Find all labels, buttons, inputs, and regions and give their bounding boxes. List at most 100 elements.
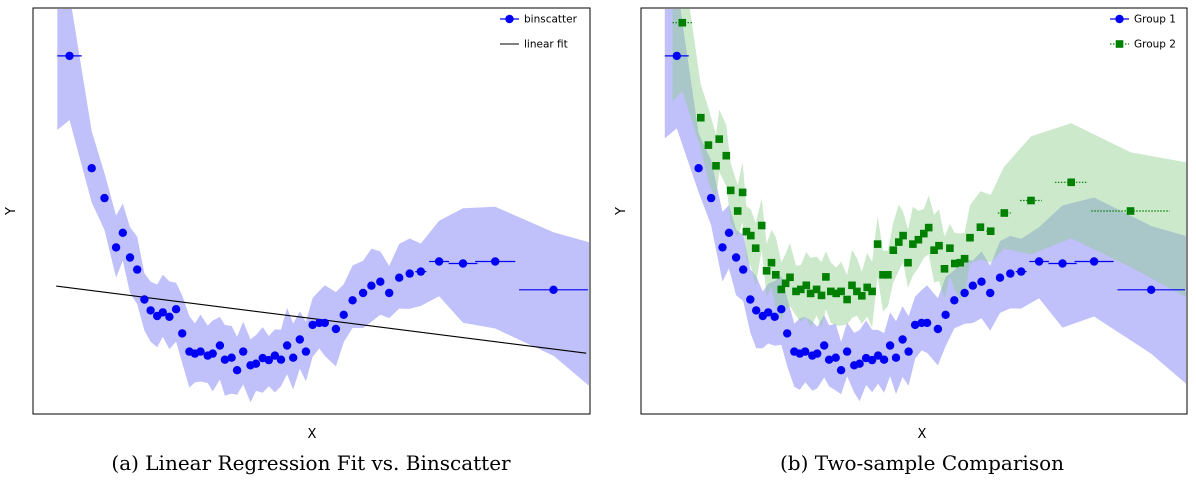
data-point xyxy=(914,235,923,244)
data-point xyxy=(118,228,128,237)
data-point xyxy=(924,223,933,232)
data-point xyxy=(797,285,805,294)
data-point xyxy=(678,18,687,27)
data-point xyxy=(722,151,731,160)
panel-a-caption: (a) Linear Regression Fit vs. Binscatter xyxy=(111,451,511,475)
data-point xyxy=(339,310,348,319)
data-point xyxy=(781,279,790,288)
data-point xyxy=(87,164,96,173)
data-point xyxy=(770,312,779,321)
data-point xyxy=(1027,196,1035,205)
data-point xyxy=(704,141,713,149)
data-point xyxy=(133,265,142,274)
confidence-band xyxy=(57,9,589,403)
data-point xyxy=(747,231,755,240)
data-point xyxy=(960,254,969,263)
data-point xyxy=(762,267,771,275)
data-point xyxy=(885,341,895,350)
data-point xyxy=(1067,178,1075,187)
panel-b-legend: Group 1 Group 2 xyxy=(1110,14,1176,51)
data-point xyxy=(739,265,748,274)
data-point xyxy=(920,229,928,238)
data-point xyxy=(715,135,723,143)
data-point xyxy=(208,349,217,358)
data-point xyxy=(165,312,174,321)
data-point xyxy=(879,355,889,364)
data-point xyxy=(950,296,959,305)
data-point xyxy=(416,267,425,276)
panel-a-y-axis-label: Y xyxy=(4,207,19,216)
data-point xyxy=(801,347,810,356)
legend-label: Group 1 xyxy=(1134,14,1176,26)
data-point xyxy=(125,253,135,262)
data-point xyxy=(320,318,329,328)
panel-a-frame xyxy=(32,7,591,415)
data-point xyxy=(331,324,341,334)
data-point xyxy=(158,308,167,317)
data-point xyxy=(842,347,852,356)
confidence-band xyxy=(672,9,1186,328)
panel-a-x-axis-label: X xyxy=(308,427,317,442)
data-point xyxy=(171,305,181,314)
data-point xyxy=(863,283,871,292)
data-point xyxy=(178,329,187,338)
panel-b-frame xyxy=(640,7,1188,415)
data-point xyxy=(746,295,755,304)
legend-swatch-marker xyxy=(1115,40,1124,48)
data-point xyxy=(848,281,856,290)
data-point xyxy=(196,347,205,356)
data-point xyxy=(146,306,155,315)
panel-b-legend-item-group-2: Group 2 xyxy=(1110,39,1176,51)
data-point xyxy=(270,351,280,360)
panel-b-caption: (b) Two-sample Comparison xyxy=(780,451,1064,475)
data-point xyxy=(884,271,892,279)
data-point xyxy=(140,295,149,304)
panel-a-legend: binscatter linear fit xyxy=(500,14,578,51)
data-point xyxy=(232,366,242,375)
data-point xyxy=(726,186,735,195)
data-point xyxy=(895,238,903,246)
data-point xyxy=(802,281,811,290)
data-point xyxy=(697,113,705,122)
data-point xyxy=(738,188,747,197)
data-point xyxy=(712,162,720,170)
plot-layer xyxy=(664,9,1186,402)
data-point xyxy=(889,246,898,254)
data-point xyxy=(822,273,830,281)
data-point xyxy=(757,221,766,230)
data-point xyxy=(827,287,835,296)
data-point xyxy=(1058,259,1067,268)
data-point xyxy=(251,359,261,368)
data-point xyxy=(868,287,876,296)
data-point xyxy=(772,271,780,279)
data-point xyxy=(986,288,995,298)
data-point xyxy=(1006,269,1015,278)
data-point xyxy=(966,233,974,242)
data-point xyxy=(549,285,558,294)
data-point xyxy=(968,281,977,290)
data-point xyxy=(855,359,864,368)
data-point xyxy=(308,320,317,330)
data-point xyxy=(752,306,761,315)
data-point xyxy=(358,288,368,298)
panel-b-x-axis-label: X xyxy=(918,427,927,442)
data-point xyxy=(215,341,225,350)
data-point xyxy=(786,273,794,282)
data-point xyxy=(792,287,800,296)
panel-b-plot-area xyxy=(664,9,1186,402)
data-point xyxy=(873,240,882,248)
data-point xyxy=(367,281,376,290)
data-point xyxy=(853,287,861,296)
data-point xyxy=(960,288,969,298)
data-point xyxy=(295,335,304,344)
data-point xyxy=(227,353,236,362)
data-point xyxy=(65,51,74,61)
data-point xyxy=(783,329,792,338)
data-point xyxy=(891,353,901,362)
data-point xyxy=(458,259,468,268)
data-point xyxy=(1000,209,1009,217)
legend-swatch-marker xyxy=(505,14,514,24)
data-point xyxy=(922,318,932,328)
data-point xyxy=(831,353,840,362)
data-point xyxy=(731,253,741,262)
